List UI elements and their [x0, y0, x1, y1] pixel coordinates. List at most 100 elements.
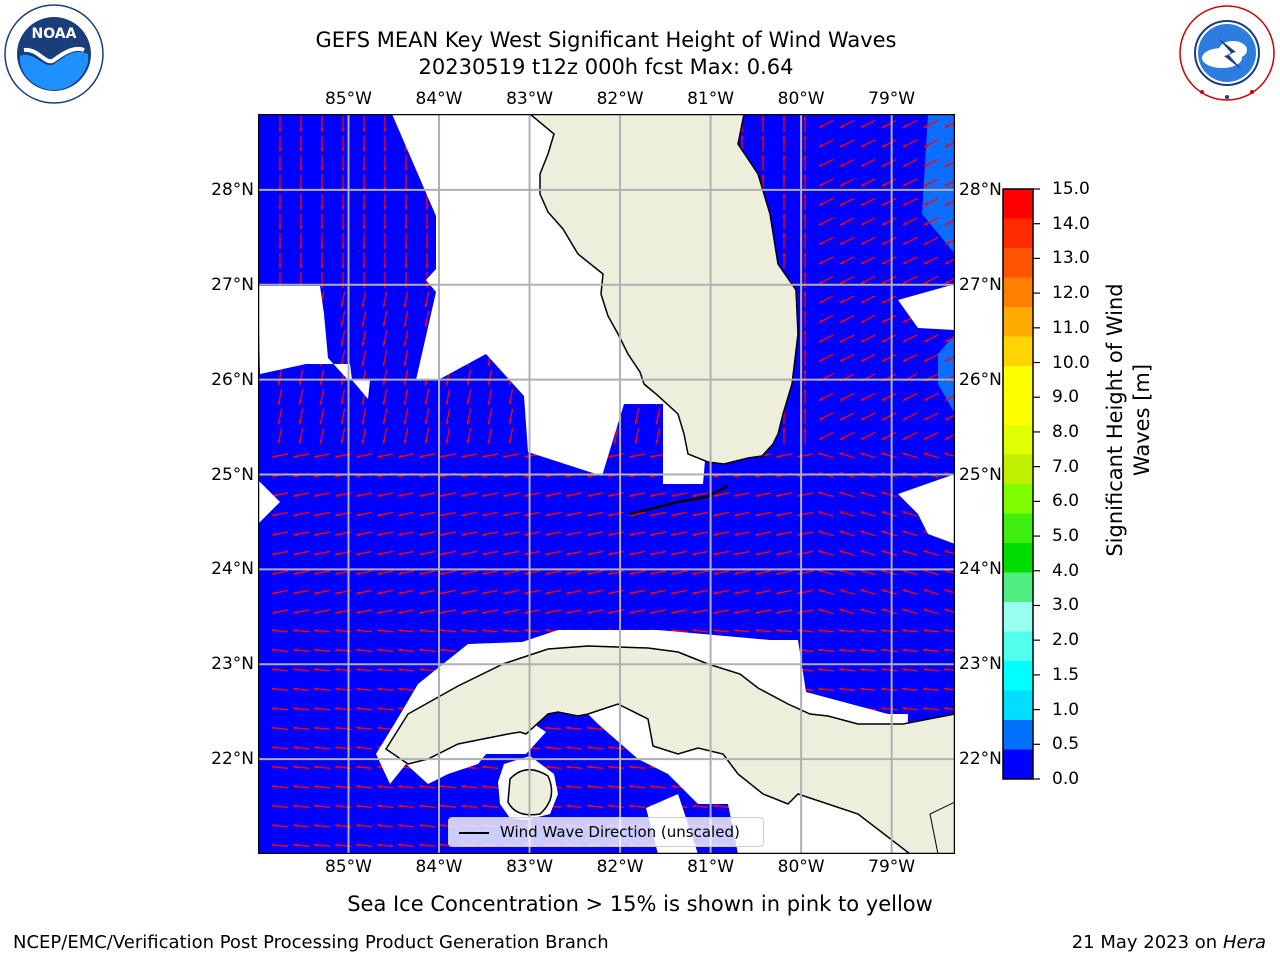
wave-direction-arrow — [319, 408, 325, 425]
wave-direction-arrow — [382, 291, 388, 308]
colorbar-tick-label: 5.0 — [1052, 526, 1080, 547]
wave-direction-arrow — [503, 531, 519, 536]
wave-direction-arrow — [634, 408, 640, 425]
wave-direction-arrow — [277, 389, 283, 405]
wave-direction-arrow — [404, 155, 408, 171]
nws-logo-icon — [1179, 5, 1275, 101]
colorbar-tick-label: 6.0 — [1052, 491, 1080, 512]
wave-direction-arrow — [608, 453, 624, 458]
wave-direction-arrow — [839, 412, 855, 421]
wave-direction-arrow — [482, 492, 498, 497]
wave-direction-arrow — [776, 492, 792, 497]
wave-direction-arrow — [901, 667, 919, 672]
wave-direction-arrow — [860, 491, 876, 498]
wave-direction-arrow — [818, 334, 834, 343]
lon-tick-label-top: 81°W — [687, 89, 735, 109]
wave-direction-arrow — [655, 428, 661, 444]
colorbar-band — [1003, 336, 1033, 367]
wave-direction-arrow — [272, 570, 288, 575]
wave-direction-arrow — [818, 511, 834, 517]
wave-direction-arrow — [881, 491, 897, 498]
wave-direction-arrow — [398, 589, 414, 595]
wave-direction-arrow — [881, 392, 897, 402]
wave-direction-arrow — [482, 609, 498, 614]
wave-direction-arrow — [439, 784, 457, 789]
wave-direction-arrow — [503, 453, 519, 458]
wave-direction-arrow — [566, 511, 582, 517]
wave-direction-arrow — [355, 628, 373, 633]
colorbar-band — [1003, 572, 1033, 603]
wave-direction-arrow — [403, 330, 409, 347]
wave-direction-arrow — [860, 139, 876, 148]
wave-direction-arrow — [881, 139, 897, 148]
wave-direction-arrow — [314, 511, 330, 517]
wave-direction-arrow — [398, 531, 414, 536]
wave-direction-arrow — [922, 667, 940, 672]
wave-direction-arrow — [314, 453, 330, 458]
wave-direction-arrow — [691, 804, 709, 808]
wave-direction-arrow — [382, 389, 388, 405]
wave-direction-arrow — [272, 609, 288, 614]
wave-direction-arrow — [419, 531, 435, 536]
wave-direction-arrow — [881, 236, 897, 246]
wave-direction-arrow — [860, 334, 876, 343]
wave-direction-arrow — [782, 116, 786, 132]
wave-direction-arrow — [692, 609, 708, 614]
colorbar-band — [1003, 720, 1033, 750]
wave-direction-arrow — [803, 389, 807, 405]
colorbar-band — [1003, 218, 1033, 249]
wave-direction-arrow — [901, 706, 919, 711]
wave-direction-arrow — [881, 353, 897, 363]
wave-direction-arrow — [397, 667, 415, 672]
wave-direction-arrow — [655, 408, 661, 425]
wave-direction-arrow — [923, 256, 939, 265]
wave-direction-arrow — [782, 135, 786, 152]
wave-direction-arrow — [272, 589, 288, 595]
wave-direction-arrow — [299, 116, 303, 132]
wave-direction-arrow — [566, 531, 582, 536]
wave-direction-arrow — [403, 350, 409, 366]
wave-direction-arrow — [314, 492, 330, 497]
wave-direction-arrow — [860, 256, 876, 265]
wave-direction-arrow — [440, 589, 456, 595]
wave-direction-arrow — [923, 608, 939, 615]
wave-direction-arrow — [860, 314, 876, 324]
wave-direction-arrow — [839, 550, 855, 556]
wave-direction-arrow — [755, 531, 771, 536]
wave-direction-arrow — [650, 589, 666, 595]
wave-direction-arrow — [377, 609, 393, 614]
wave-direction-arrow — [355, 726, 373, 730]
wave-direction-arrow — [713, 589, 729, 595]
wave-direction-arrow — [424, 408, 430, 425]
wave-direction-arrow — [445, 428, 451, 444]
wave-direction-arrow — [902, 178, 918, 187]
map-legend: Wind Wave Direction (unscaled) — [448, 817, 764, 847]
wave-direction-arrow — [340, 408, 346, 425]
wave-direction-arrow — [508, 389, 514, 405]
lon-tick-label-top: 82°W — [596, 89, 644, 109]
wave-direction-arrow — [587, 589, 603, 595]
wave-direction-arrow — [839, 569, 855, 576]
wave-direction-arrow — [839, 392, 855, 402]
wave-direction-arrow — [376, 784, 394, 789]
wave-direction-arrow — [923, 392, 939, 402]
wave-direction-arrow — [361, 311, 367, 327]
wave-direction-arrow — [314, 531, 330, 536]
wave-direction-arrow — [271, 726, 289, 730]
wave-direction-arrow — [313, 843, 331, 847]
wave-direction-arrow — [776, 550, 792, 556]
wave-direction-arrow — [313, 745, 331, 750]
wave-direction-arrow — [881, 256, 897, 265]
wave-direction-arrow — [881, 511, 897, 517]
wave-direction-arrow — [461, 531, 477, 536]
wave-direction-arrow — [803, 116, 807, 132]
wave-direction-arrow — [839, 353, 855, 363]
wave-direction-arrow — [398, 492, 414, 497]
wave-direction-arrow — [341, 252, 345, 269]
wave-direction-arrow — [650, 550, 666, 556]
wave-direction-arrow — [671, 511, 687, 517]
wave-direction-arrow — [628, 784, 646, 789]
wave-direction-arrow — [902, 431, 918, 441]
wave-direction-arrow — [341, 194, 345, 210]
wave-direction-arrow — [403, 389, 409, 405]
